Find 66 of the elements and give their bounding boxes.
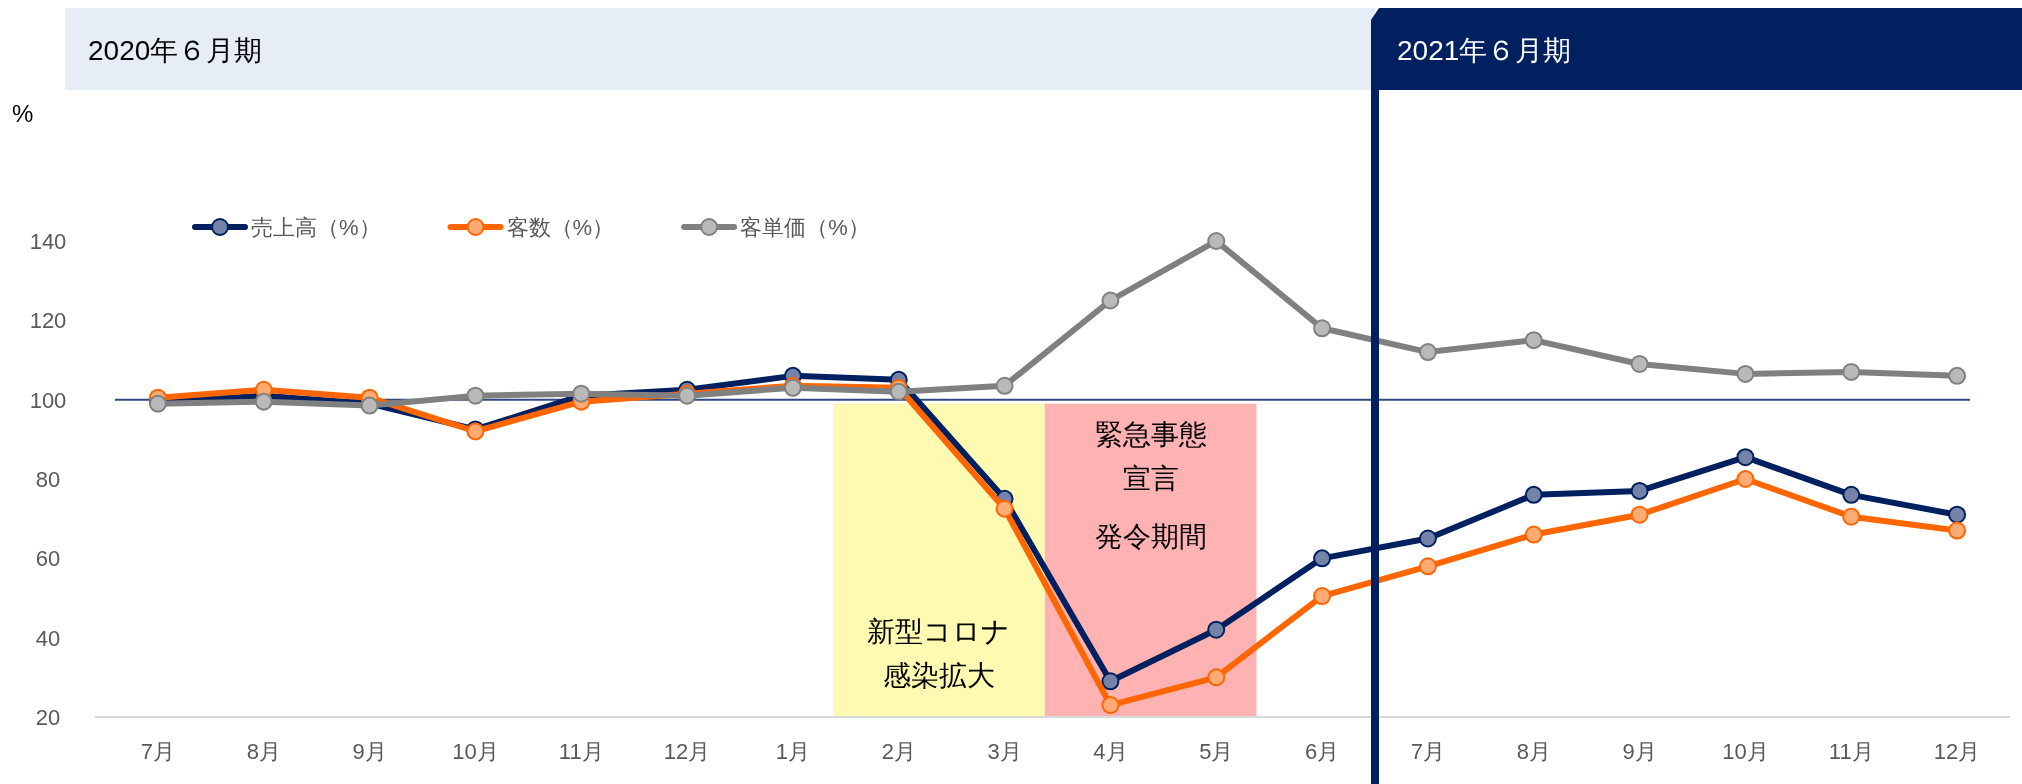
point — [254, 392, 273, 411]
y-tick-label: 20 — [35, 705, 61, 730]
x-tick-label: 4月 — [1093, 739, 1128, 764]
x-tick-label: 10月 — [1722, 739, 1769, 764]
band-label: 新型コロナ感染拡大 — [867, 616, 1011, 692]
x-tick-label: 9月 — [1622, 739, 1657, 764]
y-tick-label: 60 — [35, 546, 61, 572]
x-tick-label: 11月 — [1828, 739, 1874, 764]
x-tick-label: 3月 — [987, 739, 1022, 764]
point — [1101, 291, 1120, 310]
point — [1101, 672, 1120, 691]
point — [1948, 521, 1967, 540]
point — [1207, 232, 1226, 250]
y-tick-label: 80 — [35, 467, 61, 492]
legend-label: 売上高（%） — [251, 215, 381, 240]
x-tick-label: 7月 — [140, 739, 176, 764]
point — [1842, 507, 1861, 526]
point — [1418, 529, 1437, 548]
y-tick-label: 140 — [29, 229, 67, 254]
x-tick-label: 12月 — [1933, 739, 1981, 764]
x-tick-label: 11月 — [558, 739, 604, 764]
band-label: 緊急事態宣言 — [1094, 418, 1207, 494]
point — [1630, 481, 1649, 500]
y-axis-title: % — [12, 100, 34, 127]
point — [995, 499, 1014, 518]
x-tick-label: 1月 — [775, 739, 811, 764]
y-tick-label: 120 — [29, 308, 67, 334]
x-tick-label: 10月 — [452, 739, 499, 764]
legend-label: 客単価（%） — [740, 215, 870, 240]
y-tick-label: 100 — [29, 387, 67, 413]
x-tick-label: 5月 — [1199, 739, 1234, 764]
text: 2021年６月期 — [1397, 35, 1572, 66]
annotation: 発令期間 — [1094, 520, 1207, 552]
point — [1418, 343, 1437, 362]
x-tick-label: 7月 — [1410, 739, 1446, 764]
point — [466, 386, 485, 405]
x-tick-label: 2月 — [881, 739, 916, 764]
point — [1101, 696, 1120, 715]
point — [1630, 505, 1649, 524]
point — [1207, 668, 1226, 687]
point — [1524, 525, 1543, 544]
x-tick-label: 8月 — [246, 739, 281, 764]
text: 2020年６月期 — [88, 35, 263, 66]
x-tick-label: 6月 — [1304, 739, 1340, 764]
point — [1736, 364, 1755, 383]
x-tick-label: 12月 — [663, 739, 711, 764]
point — [1736, 470, 1755, 488]
point — [1524, 485, 1543, 504]
legend-label: 客数（%） — [506, 215, 615, 240]
point — [1207, 620, 1226, 639]
point — [1842, 485, 1861, 504]
x-tick-label: 9月 — [352, 739, 387, 764]
point — [1948, 505, 1967, 524]
x-tick-label: 8月 — [1516, 739, 1551, 764]
point — [889, 382, 908, 401]
point — [1948, 366, 1967, 385]
point — [1842, 362, 1861, 381]
point — [1418, 557, 1437, 576]
y-tick-label: 40 — [35, 625, 61, 651]
point — [1736, 448, 1755, 467]
point — [1313, 549, 1332, 568]
point — [1313, 319, 1332, 338]
point — [1630, 354, 1649, 373]
point — [1524, 331, 1543, 350]
point — [995, 376, 1014, 395]
point — [1313, 587, 1332, 606]
